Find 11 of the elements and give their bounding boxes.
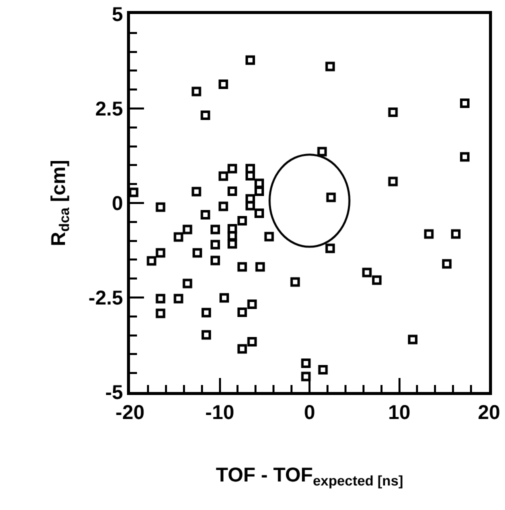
y-tick-label: 0	[112, 193, 123, 215]
x-tick-label: 20	[478, 402, 500, 424]
y-tick-label: 2.5	[95, 98, 123, 120]
x-tick-label: 0	[304, 402, 316, 424]
x-axis-title: TOF - TOF$_{expected [ns]}$	[216, 464, 404, 489]
y-tick-label: -5	[105, 382, 123, 404]
x-tick-label: 10	[388, 402, 410, 424]
x-tick-label: -20	[116, 402, 144, 424]
y-tick-label: 5	[112, 4, 123, 26]
x-tick-label: -10	[205, 402, 234, 424]
y-tick-label: -2.5	[88, 288, 123, 310]
